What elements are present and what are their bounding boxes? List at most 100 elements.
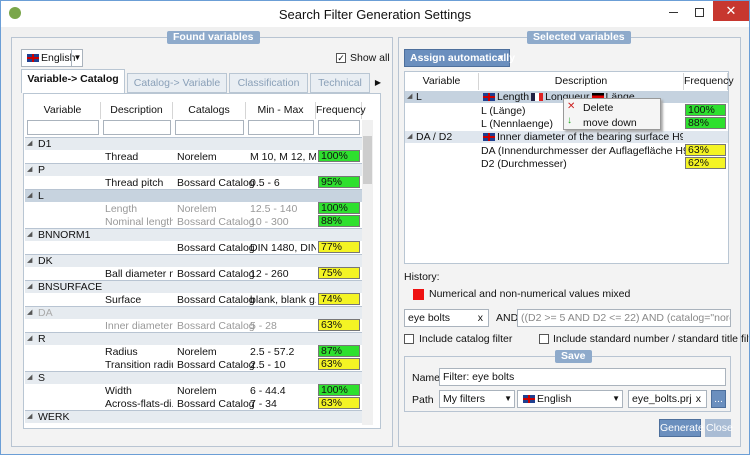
catalog: Bossard Catalog bbox=[177, 320, 255, 332]
group-row[interactable] bbox=[25, 254, 362, 267]
range: 12 - 260 bbox=[250, 268, 289, 280]
expand-icon[interactable]: ◢ bbox=[27, 309, 33, 316]
column-header[interactable]: Catalogs bbox=[173, 102, 246, 119]
expand-icon[interactable]: ◢ bbox=[27, 140, 33, 147]
file-input[interactable]: eye_bolts.prj x bbox=[628, 390, 707, 408]
column-header[interactable]: Description bbox=[479, 73, 684, 90]
expand-icon[interactable]: ◢ bbox=[27, 283, 33, 290]
column-filter[interactable] bbox=[318, 120, 360, 135]
close-window-button[interactable]: ✕ bbox=[713, 1, 749, 21]
scrollbar[interactable] bbox=[362, 120, 373, 425]
group-row[interactable] bbox=[25, 306, 362, 319]
expand-icon[interactable]: ◢ bbox=[27, 374, 33, 381]
browse-button[interactable]: ... bbox=[711, 390, 726, 408]
checkbox[interactable] bbox=[404, 334, 414, 344]
frequency: 88% bbox=[318, 215, 360, 227]
group-name: S bbox=[38, 372, 46, 384]
expand-icon[interactable]: ◢ bbox=[27, 231, 33, 238]
frequency: 63% bbox=[318, 358, 360, 370]
variable: L (Nennlaenge) bbox=[481, 118, 553, 130]
clear-button[interactable]: x bbox=[477, 312, 483, 324]
variable: L (Länge) bbox=[481, 105, 526, 117]
name-input[interactable]: Filter: eye bolts bbox=[439, 368, 726, 386]
filter-input[interactable]: eye bolts x bbox=[404, 309, 489, 327]
frequency: 63% bbox=[685, 144, 726, 156]
minimize-button[interactable] bbox=[669, 12, 678, 13]
operator: AND bbox=[496, 312, 519, 324]
expand-icon[interactable]: ◢ bbox=[27, 257, 33, 264]
group-row[interactable] bbox=[25, 228, 362, 241]
context-menu bbox=[563, 98, 661, 130]
tab-scroll[interactable]: ▶ bbox=[374, 78, 382, 87]
group-name: DK bbox=[38, 255, 53, 267]
expand-icon[interactable]: ◢ bbox=[27, 166, 33, 173]
legend-swatch bbox=[413, 289, 424, 300]
column-header[interactable]: Min - Max bbox=[246, 102, 316, 119]
expand-icon[interactable]: ◢ bbox=[407, 133, 413, 140]
show-all-checkbox[interactable]: ✓ bbox=[336, 53, 346, 63]
range: M 10, M 12, M... bbox=[250, 151, 316, 163]
column-header[interactable]: Description bbox=[101, 102, 173, 119]
menu-item[interactable]: move down bbox=[583, 117, 637, 129]
column-header[interactable]: Variable bbox=[405, 73, 479, 90]
column-filter[interactable] bbox=[103, 120, 171, 135]
language-combo[interactable]: English bbox=[21, 49, 83, 67]
dropdown-arrow[interactable]: ▼ bbox=[71, 49, 83, 67]
group-row[interactable] bbox=[25, 371, 362, 384]
group-name: DA / D2 bbox=[416, 131, 453, 143]
generate-button[interactable]: Generate bbox=[659, 419, 704, 437]
title-bar: Search Filter Generation Settings ✕ bbox=[1, 1, 749, 27]
panel-title: Found variables bbox=[167, 31, 260, 44]
description-part: Inner diameter of the bearing surface H9 bbox=[497, 131, 683, 143]
delete-icon: ✕ bbox=[567, 101, 576, 112]
group-row[interactable] bbox=[25, 163, 362, 176]
column-filter[interactable] bbox=[175, 120, 244, 135]
expand-icon[interactable]: ◢ bbox=[407, 93, 413, 100]
frequency: 75% bbox=[318, 267, 360, 279]
group-row[interactable] bbox=[25, 410, 362, 423]
name-label: Name bbox=[412, 372, 441, 384]
expand-icon[interactable]: ◢ bbox=[27, 192, 33, 199]
checkbox[interactable] bbox=[539, 334, 549, 344]
expand-icon[interactable]: ◢ bbox=[27, 413, 33, 420]
tab[interactable]: Catalog-> Variable bbox=[127, 73, 227, 93]
maximize-button[interactable] bbox=[695, 8, 704, 17]
group-row[interactable] bbox=[25, 137, 362, 150]
option-label: Include standard number / standard title… bbox=[553, 333, 750, 345]
clear-button[interactable]: x bbox=[695, 393, 701, 405]
group-row[interactable] bbox=[25, 280, 362, 293]
column-header[interactable]: Variable bbox=[25, 102, 101, 119]
group-name: D1 bbox=[38, 138, 52, 150]
scrollbar-thumb[interactable] bbox=[363, 136, 372, 184]
filter-text: eye bolts bbox=[408, 312, 451, 324]
menu-item[interactable]: Delete bbox=[583, 102, 614, 114]
file: eye_bolts.prj bbox=[632, 393, 692, 405]
group-name: L bbox=[38, 190, 44, 202]
tab[interactable]: Technical bbox=[310, 73, 370, 93]
assign-button[interactable]: Assign automatically ▼ bbox=[404, 49, 515, 67]
group-row[interactable] bbox=[25, 189, 362, 202]
expand-icon[interactable]: ◢ bbox=[27, 335, 33, 342]
frequency: 100% bbox=[318, 384, 360, 396]
frequency: 100% bbox=[685, 104, 726, 116]
panel-title: Selected variables bbox=[527, 31, 631, 44]
column-filter[interactable] bbox=[248, 120, 314, 135]
close-button[interactable]: Close bbox=[705, 419, 733, 437]
language: English bbox=[537, 393, 572, 405]
language-combo[interactable]: English ▼ bbox=[517, 390, 623, 408]
tab[interactable]: Variable-> Catalog bbox=[21, 69, 125, 93]
column-filter[interactable] bbox=[27, 120, 99, 135]
catalog: Norelem bbox=[177, 346, 217, 358]
column-header[interactable]: Frequency bbox=[684, 73, 734, 90]
description: Ball diameter m... bbox=[105, 268, 173, 280]
frequency: 63% bbox=[318, 319, 360, 331]
frequency: 100% bbox=[318, 202, 360, 214]
column-header[interactable]: Frequency bbox=[316, 102, 366, 119]
frequency: 100% bbox=[318, 150, 360, 162]
path-combo[interactable]: My filters ▼ bbox=[439, 390, 515, 408]
group-name: BNSURFACE bbox=[38, 281, 103, 293]
tab[interactable]: Classification bbox=[229, 73, 308, 93]
group-row[interactable] bbox=[25, 332, 362, 345]
range: 5 - 28 bbox=[250, 320, 277, 332]
